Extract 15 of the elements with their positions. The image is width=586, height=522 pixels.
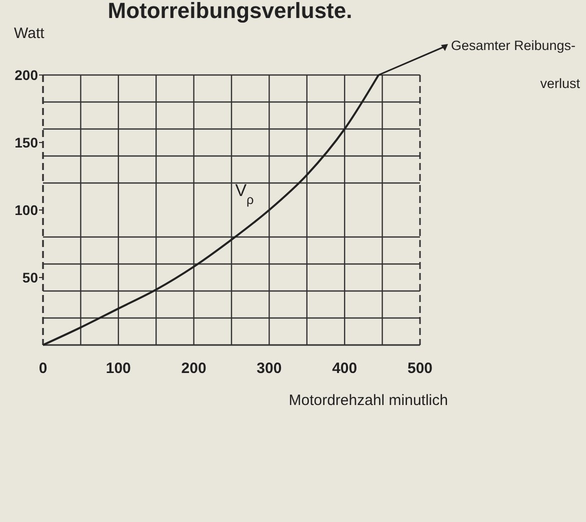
x-tick-label: 200 [181,360,206,377]
x-tick-label: 500 [407,360,433,377]
series-label: V$_{ρ}$ [235,181,254,206]
text: Gesamter Reibungs- verlust [451,38,580,91]
y-tick-label: 200 [14,67,38,83]
x-tick-label: 100 [106,360,131,377]
y-tick-label: 100 [14,202,38,218]
x-tick-label: 0 [38,360,48,377]
x-axis-title: Motordrehzahl minutlich [288,392,448,409]
y-tick-label: 50 [22,270,38,286]
x-tick-label: 400 [332,360,358,377]
x-tick-label: 300 [256,360,282,377]
chart-title: Motorreibungsverluste. [108,0,352,23]
y-axis-title: Watt [14,25,46,42]
y-tick-label: 150 [14,134,38,150]
